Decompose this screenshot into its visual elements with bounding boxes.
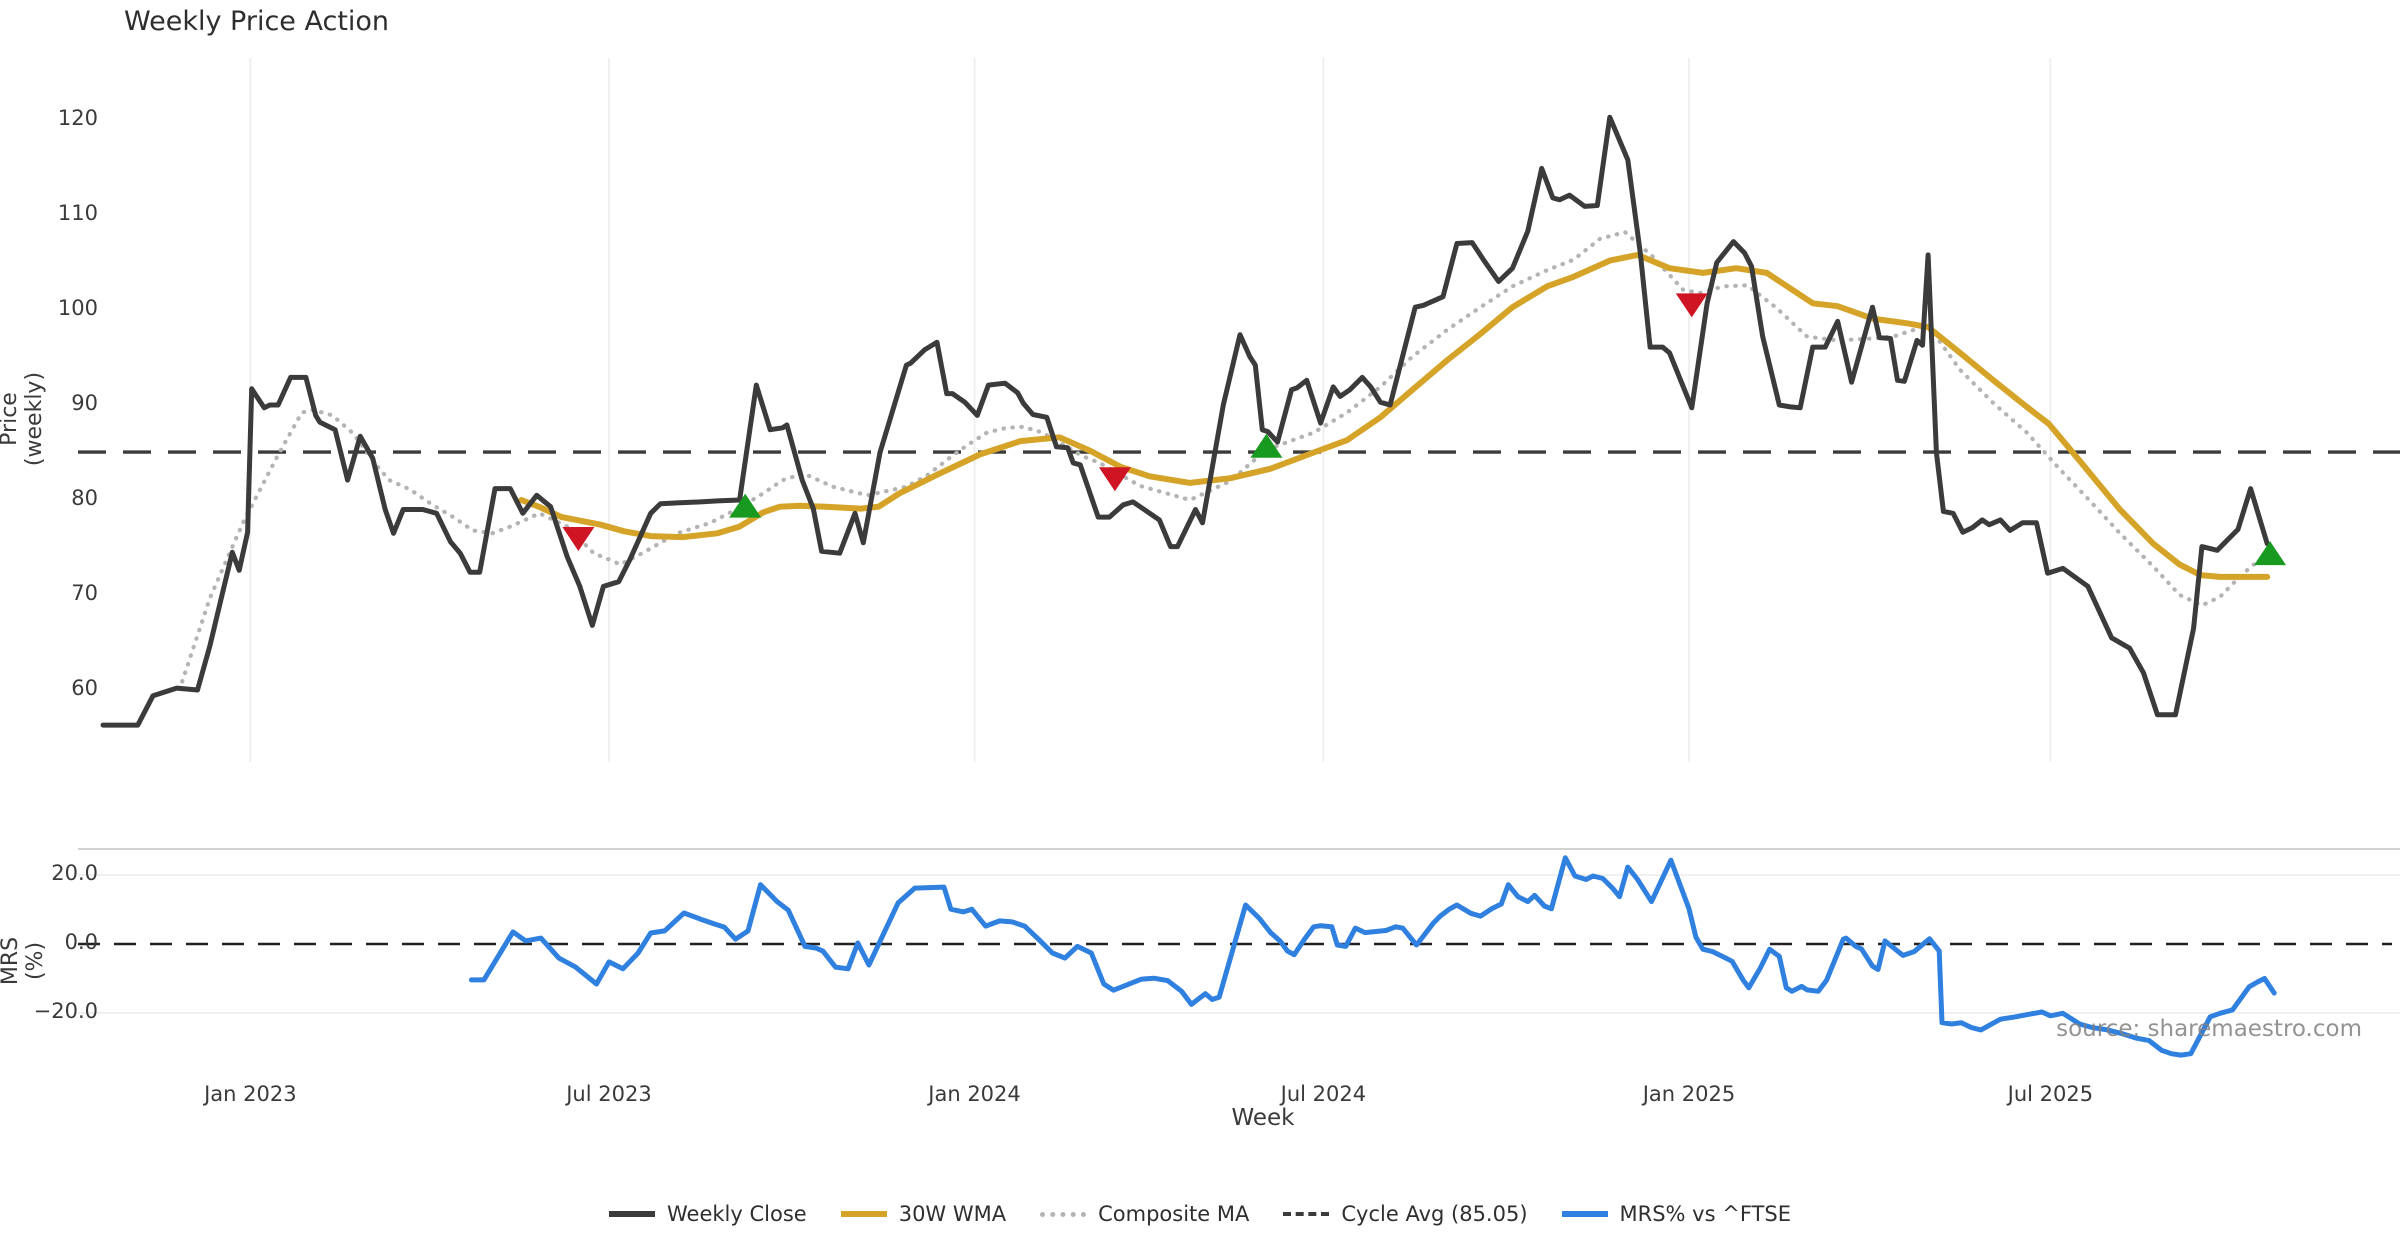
legend-label: Composite MA <box>1098 1202 1250 1226</box>
legend-item: MRS% vs ^FTSE <box>1561 1202 1791 1226</box>
page-title: Weekly Price Action <box>124 6 390 37</box>
x-tick-label: Jul 2023 <box>566 1082 652 1106</box>
y-axis-title-price: Price (weekly) <box>0 371 47 467</box>
x-tick-label: Jul 2025 <box>2007 1082 2094 1106</box>
price-y-tick-label: 120 <box>57 106 98 130</box>
legend-item: Composite MA <box>1040 1202 1249 1226</box>
solid-gold-line-swatch-icon <box>840 1211 887 1217</box>
legend: Weekly Close 30W WMA Composite MA Cycle Avg… <box>0 1202 2400 1226</box>
legend-item: Weekly Close <box>609 1202 807 1226</box>
solid-dark-line-swatch-icon <box>609 1211 656 1217</box>
legend-label: 30W WMA <box>898 1202 1007 1226</box>
price-y-tick-label: 80 <box>71 486 98 510</box>
legend-label: MRS% vs ^FTSE <box>1619 1202 1791 1226</box>
sell-marker-icon <box>1098 467 1131 492</box>
price-y-tick-label: 70 <box>71 581 98 605</box>
weekly-close-line <box>100 114 2270 728</box>
buy-marker-icon <box>1250 433 1283 458</box>
source-watermark: source: sharemaestro.com <box>2056 1016 2362 1042</box>
solid-blue-line-swatch-icon <box>1561 1211 1608 1217</box>
x-tick-label: Jan 2023 <box>204 1082 297 1106</box>
price-y-tick-label: 60 <box>71 676 98 700</box>
buy-marker-icon <box>2254 541 2287 566</box>
legend-item: Cycle Avg (85.05) <box>1283 1202 1528 1226</box>
composite-ma-line <box>180 229 2270 684</box>
wma-line <box>518 251 2271 580</box>
x-tick-label: Jul 2024 <box>1280 1082 1367 1106</box>
sell-marker-icon <box>562 527 595 552</box>
mrs-y-tick-label: 20.0 <box>51 861 98 885</box>
x-tick-label: Jan 2025 <box>1642 1082 1736 1106</box>
mrs-line <box>468 855 2277 1058</box>
mrs-y-tick-label: −20.0 <box>33 999 98 1023</box>
price-y-tick-label: 90 <box>71 391 98 415</box>
legend-label: Weekly Close <box>667 1202 807 1226</box>
price-y-tick-label: 110 <box>57 201 98 225</box>
legend-item: 30W WMA <box>840 1202 1007 1226</box>
x-axis-title: Week <box>1231 1105 1295 1131</box>
x-tick-label: Jan 2024 <box>928 1082 1021 1106</box>
buy-marker-icon <box>729 493 762 518</box>
sell-marker-icon <box>1675 293 1708 318</box>
dotted-gray-line-swatch-icon <box>1040 1211 1087 1217</box>
mrs-y-tick-label: 0.0 <box>64 930 98 954</box>
legend-label: Cycle Avg (85.05) <box>1341 1202 1528 1226</box>
price-y-tick-label: 100 <box>57 296 98 320</box>
dashed-dark-line-swatch-icon <box>1283 1212 1330 1216</box>
